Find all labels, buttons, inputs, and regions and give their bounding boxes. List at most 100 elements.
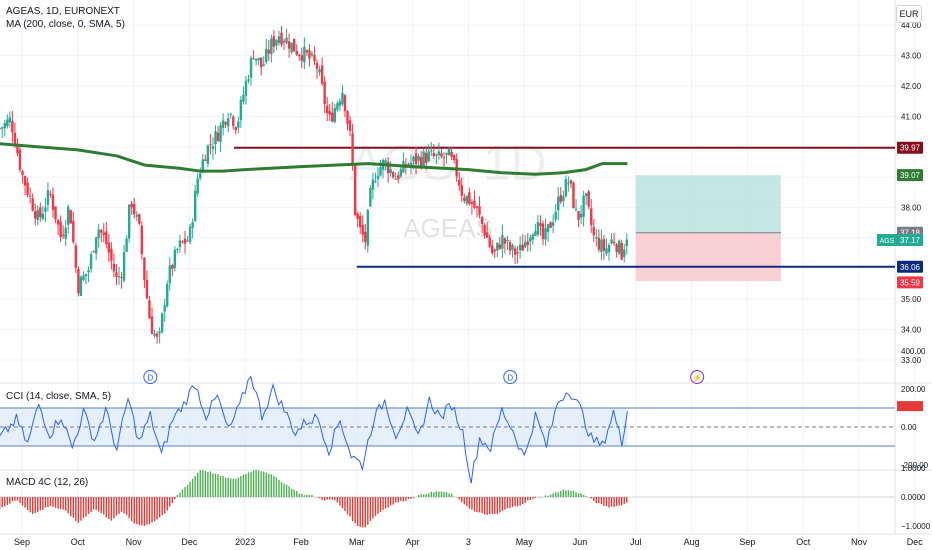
candle-body <box>397 175 400 180</box>
candle-body <box>341 92 344 105</box>
candle-body <box>333 107 337 122</box>
candle-body <box>414 153 418 164</box>
candle-body <box>178 240 182 248</box>
candle-body <box>551 222 555 226</box>
candle-body <box>559 195 562 202</box>
candle-body <box>153 333 156 336</box>
time-tick-label: Nov <box>851 537 868 547</box>
candle-body <box>201 159 204 173</box>
candle-body <box>277 36 281 44</box>
candle-body <box>328 111 331 115</box>
price-tick-label: 44.00 <box>901 21 922 30</box>
price-badge-label: 35.59 <box>900 278 921 287</box>
candle-body <box>419 157 423 167</box>
candle-body <box>166 284 169 307</box>
candle-body <box>450 152 453 158</box>
candle-body <box>359 216 362 227</box>
candle-body <box>463 197 466 201</box>
candle-body <box>572 182 575 208</box>
candle-body <box>115 272 118 277</box>
candle-body <box>437 151 441 156</box>
candle-body <box>569 180 573 184</box>
candle-body <box>447 148 451 156</box>
symbol-legend[interactable]: AGEAS, 1D, EURONEXT <box>6 6 120 17</box>
candle-body <box>160 313 164 332</box>
candle-body <box>112 263 116 272</box>
candle-body <box>26 182 29 195</box>
candle-body <box>110 248 113 261</box>
candle-body <box>18 149 22 170</box>
long-position-tool[interactable] <box>635 175 781 282</box>
candle-body <box>188 226 192 242</box>
candle-body <box>508 242 512 251</box>
cci-legend[interactable]: CCI (14, close, SMA, 5) <box>6 391 112 402</box>
candle-body <box>409 162 413 167</box>
candle-body <box>623 249 626 257</box>
candle-body <box>59 221 62 238</box>
macd-pane <box>0 469 895 528</box>
candle-body <box>298 54 301 56</box>
candle-body <box>257 57 260 61</box>
time-tick-label: Mar <box>349 537 365 547</box>
candle-body <box>541 223 545 240</box>
candle-body <box>67 206 70 225</box>
candle-body <box>602 239 606 251</box>
candle-body <box>125 238 128 252</box>
candle-body <box>468 192 471 204</box>
candle-body <box>524 242 527 248</box>
candle-body <box>87 270 90 273</box>
candle-body <box>496 242 499 251</box>
candle-body <box>72 220 75 243</box>
candle-body <box>473 200 476 208</box>
candle-body <box>64 227 67 239</box>
candle-body <box>303 46 306 63</box>
time-tick-label: Oct <box>71 537 86 547</box>
candle-body <box>97 229 100 239</box>
macd-tick-label: 1.0000 <box>901 464 926 473</box>
candle-body <box>460 185 463 196</box>
horizontal-levels[interactable] <box>234 146 895 268</box>
candle-body <box>234 127 237 131</box>
candle-body <box>620 242 623 260</box>
candle-body <box>379 167 382 176</box>
candle-body <box>77 268 80 294</box>
candle-body <box>214 131 217 145</box>
candle-body <box>625 239 628 247</box>
candle-body <box>592 227 595 236</box>
candle-body <box>92 251 95 253</box>
candle-body <box>531 234 535 240</box>
candle-body <box>211 146 215 149</box>
candle-body <box>226 118 230 127</box>
candle-body <box>206 145 210 164</box>
macd-tick-label: −1.0000 <box>901 522 931 531</box>
time-tick-label: Oct <box>796 537 811 547</box>
candle-body <box>534 231 537 236</box>
currency-button[interactable]: EUR <box>896 5 922 23</box>
candle-body <box>229 113 232 115</box>
candle-body <box>143 257 146 281</box>
target-zone <box>635 175 781 233</box>
event-markers[interactable]: D D ⚡ <box>143 370 705 384</box>
candle-body <box>432 152 436 157</box>
time-tick-label: Aug <box>684 537 700 547</box>
earnings-marker-label: ⚡ <box>692 373 702 383</box>
price-badge <box>897 141 923 154</box>
price-badge-label: 39.97 <box>900 144 921 153</box>
candle-body <box>6 119 9 127</box>
candle-body <box>262 64 265 66</box>
candle-body <box>313 55 316 62</box>
candle-body <box>216 132 220 142</box>
candle-body <box>605 248 608 254</box>
dividend-marker-label: D <box>507 374 513 383</box>
candle-body <box>138 214 141 224</box>
candle-body <box>31 198 34 211</box>
macd-legend[interactable]: MACD 4C (12, 26) <box>6 477 89 488</box>
candle-body <box>376 175 380 179</box>
candle-body <box>549 222 552 228</box>
candle-body <box>79 276 83 297</box>
candle-body <box>544 228 547 240</box>
candle-body <box>135 214 138 217</box>
ma-legend[interactable]: MA (200, close, 0, SMA, 5) <box>6 19 125 30</box>
candle-body <box>41 213 45 220</box>
